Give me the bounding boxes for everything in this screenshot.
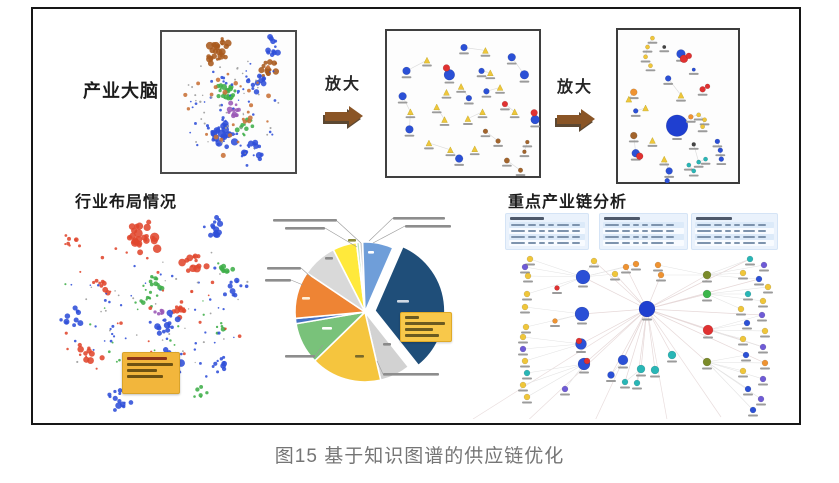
zoom-arrow-icon-1 (325, 103, 365, 129)
figure-panel: 产业大脑 放大 放大 行业布局情况 (31, 7, 801, 425)
network-level2-box (385, 29, 541, 178)
industry-layout-label: 行业布局情况 (75, 194, 178, 211)
chain-table-3 (691, 213, 778, 250)
zoom-label-1: 放大 (325, 76, 362, 93)
scatter-tooltip (122, 352, 180, 394)
supply-network-graph (472, 255, 773, 419)
key-chain-label: 重点产业链分析 (508, 194, 628, 211)
brain-scatter-plot (183, 34, 281, 167)
network-graph-level3 (625, 35, 727, 183)
pie-tooltip (400, 312, 452, 342)
brain-scatter-box (160, 30, 297, 174)
network-graph-level2 (397, 43, 540, 177)
zoom-arrow-icon-2 (557, 106, 597, 132)
zoom-step-1: 放大 (325, 70, 365, 129)
network-level3-box (616, 28, 740, 184)
zoom-step-2: 放大 (557, 73, 597, 132)
pie-chart (265, 217, 451, 383)
figure-caption: 图15 基于知识图谱的供应链优化 (274, 446, 565, 467)
zoom-label-2: 放大 (557, 79, 594, 96)
chain-table-1 (505, 213, 589, 250)
industry-brain-label: 产业大脑 (83, 81, 159, 101)
chain-table-2 (599, 213, 688, 250)
